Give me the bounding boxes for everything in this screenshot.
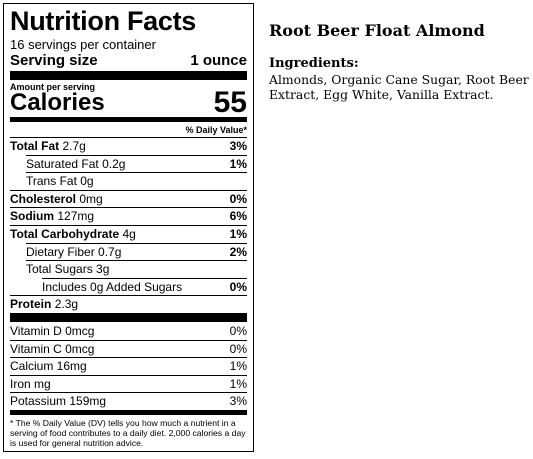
vitamin-dv: 0% <box>229 323 247 338</box>
thick-divider <box>10 71 247 80</box>
calories-label: Calories <box>10 89 105 116</box>
serving-size-label: Serving size <box>10 52 98 69</box>
nutrient-row-cholesterol: Cholesterol 0mg 0% <box>10 189 247 208</box>
nutrient-amount: 0.2g <box>102 156 126 171</box>
nutrient-name: Total Carbohydrate <box>10 226 120 241</box>
ingredients-list: Almonds, Organic Cane Sugar, Root Beer E… <box>269 72 529 102</box>
serving-size-value: 1 ounce <box>190 52 247 69</box>
nutrient-row-total-carbohydrate: Total Carbohydrate 4g 1% <box>10 224 247 243</box>
nutrient-name: Saturated Fat <box>26 156 99 171</box>
vitamin-name: Potassium 159mg <box>10 394 107 409</box>
vitamin-dv: 3% <box>229 394 247 409</box>
vitamin-dv: 0% <box>229 341 247 356</box>
nutrient-dv: 0% <box>229 279 247 294</box>
nutrient-row-added-sugars: Includes 0g Added Sugars 0% <box>42 277 247 296</box>
nutrient-amount: 4g <box>122 226 136 241</box>
nutrient-row-total-sugars: Total Sugars 3g <box>26 260 247 278</box>
vitamin-name: Vitamin C 0mcg <box>10 341 95 356</box>
nutrient-dv: 1% <box>229 226 247 241</box>
nutrient-amount: 127mg <box>57 209 95 224</box>
vitamin-name: Vitamin D 0mcg <box>10 323 95 338</box>
nutrient-name: Total Sugars <box>26 262 93 277</box>
serving-size-row: Serving size 1 ounce <box>10 52 247 69</box>
nutrient-dv: 2% <box>229 244 247 259</box>
nutrient-dv: 0% <box>229 191 247 206</box>
nutrient-dv: 3% <box>229 139 247 153</box>
nutrient-row-protein: Protein 2.3g <box>10 295 247 313</box>
nutrition-facts-title: Nutrition Facts <box>10 6 197 36</box>
nutrient-amount: 2.7g <box>62 139 86 153</box>
nutrient-name: Includes 0g Added Sugars <box>42 279 183 294</box>
nutrient-row-total-fat: Total Fat 2.7g 3% <box>10 137 247 155</box>
amount-per-serving: Amount per serving <box>10 82 96 92</box>
nutrient-amount: 0mg <box>79 191 103 206</box>
calories-row: Calories 55 <box>10 86 247 119</box>
vitamin-row-iron: Iron mg 1% <box>10 374 247 393</box>
nutrient-name: Total Fat <box>10 139 60 153</box>
vitamin-dv: 1% <box>229 376 247 391</box>
vitamin-row-potassium: Potassium 159mg 3% <box>10 392 247 410</box>
nutrient-row-trans-fat: Trans Fat 0g <box>26 172 247 190</box>
product-info: Root Beer Float Almond Ingredients: Almo… <box>269 20 529 102</box>
nutrient-name: Dietary Fiber <box>26 244 95 259</box>
nutrient-name: Cholesterol <box>10 191 77 206</box>
medium-divider <box>10 117 247 122</box>
nutrient-amount: 0g <box>80 174 94 189</box>
vitamin-row-vitamin-c: Vitamin C 0mcg 0% <box>10 339 247 358</box>
nutrient-amount: 3g <box>96 262 110 277</box>
daily-value-footnote: * The % Daily Value (DV) tells you how m… <box>10 417 246 448</box>
nutrient-amount: 2.3g <box>54 297 79 312</box>
nutrition-facts-label: Nutrition Facts 16 servings per containe… <box>3 3 254 452</box>
thick-divider <box>10 312 247 322</box>
calories-value: 55 <box>213 86 247 119</box>
daily-value-header: % Daily Value* <box>185 125 247 135</box>
nutrient-row-dietary-fiber: Dietary Fiber 0.7g 2% <box>26 242 247 261</box>
nutrient-row-sodium: Sodium 127mg 6% <box>10 207 247 225</box>
nutrient-name: Protein <box>10 297 52 312</box>
product-name: Root Beer Float Almond <box>269 21 485 40</box>
ingredients-heading: Ingredients: <box>269 56 359 71</box>
vitamin-dv: 1% <box>229 359 247 374</box>
vitamin-name: Iron mg <box>10 376 51 391</box>
nutrient-name: Sodium <box>10 209 54 224</box>
servings-per-container: 16 servings per container <box>10 37 156 52</box>
nutrient-dv: 6% <box>229 209 247 224</box>
nutrient-row-saturated-fat: Saturated Fat 0.2g 1% <box>26 154 247 173</box>
nutrient-amount: 0.7g <box>98 244 122 259</box>
nutrient-name: Trans Fat <box>26 174 77 189</box>
vitamin-row-calcium: Calcium 16mg 1% <box>10 357 247 375</box>
medium-divider <box>10 409 247 415</box>
vitamin-row-vitamin-d: Vitamin D 0mcg 0% <box>10 323 247 340</box>
nutrient-dv: 1% <box>229 156 247 171</box>
vitamin-name: Calcium 16mg <box>10 359 87 374</box>
